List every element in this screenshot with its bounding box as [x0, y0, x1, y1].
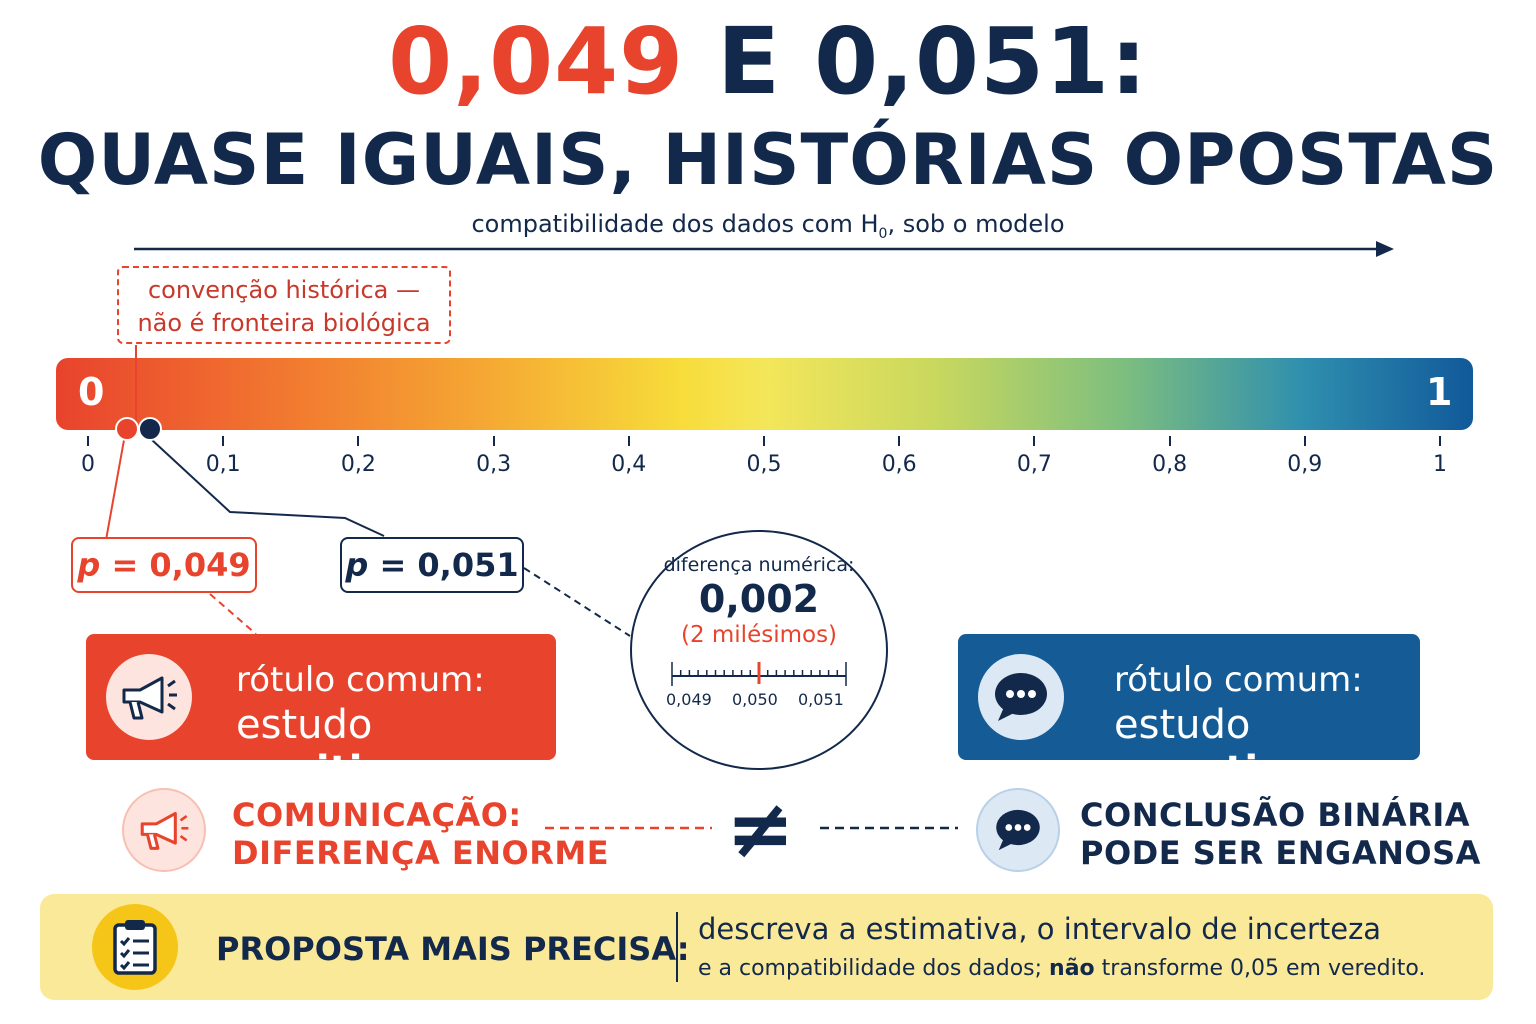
- difference-circle: diferença numérica: 0,002 (2 milésimos) …: [630, 530, 888, 770]
- scale-tick: [222, 436, 225, 446]
- scale-tick: [1303, 436, 1306, 446]
- scale-tick: [1168, 436, 1171, 446]
- page-subtitle: QUASE IGUAIS, HISTÓRIAS OPOSTAS: [37, 119, 1499, 201]
- proposal-line1: descreva a estimativa, o intervalo de in…: [698, 912, 1382, 946]
- ruler-label-mid: 0,050: [732, 690, 778, 709]
- convention-note: convenção histórica — não é fronteira bi…: [117, 266, 451, 344]
- compatibility-scale-bar: [56, 358, 1473, 430]
- title-connector: E: [684, 8, 815, 115]
- positive-card-line2: estudo positivo: [236, 702, 556, 794]
- positive-card-prefix: estudo: [236, 702, 373, 748]
- title-value-high: 0,051:: [814, 8, 1148, 115]
- proposal-divider: [676, 912, 678, 982]
- scale-start-label: 0: [78, 370, 105, 414]
- convention-note-line1: convenção histórica —: [147, 276, 421, 304]
- binary-line2: PODE SER ENGANOSA: [1080, 834, 1481, 872]
- low-p-to-card-line: [209, 593, 257, 635]
- communication-line2: DIFERENÇA ENORME: [232, 834, 610, 872]
- proposal-line2: e a compatibilidade dos dados; não trans…: [698, 956, 1425, 981]
- scale-tick: [1033, 436, 1036, 446]
- scale-tick-label: 0,8: [1152, 452, 1188, 477]
- scale-tick: [1439, 436, 1441, 446]
- proposal-line2-emphasis: não: [1049, 956, 1095, 981]
- proposal-line2-end: transforme 0,05 em veredito.: [1094, 956, 1426, 981]
- p-value-high-box: p = 0,051: [340, 537, 524, 593]
- scale-tick: [763, 436, 765, 446]
- communication-line1: COMUNICAÇÃO:: [232, 796, 522, 834]
- megaphone-icon: [106, 654, 192, 740]
- binary-line1: CONCLUSÃO BINÁRIA: [1080, 796, 1470, 834]
- ruler-label-low: 0,049: [666, 690, 712, 709]
- p-symbol: p: [345, 546, 369, 584]
- scale-tick-label: 0,6: [881, 452, 917, 477]
- scale-tick: [898, 436, 901, 446]
- axis-label-suffix: , sob o modelo: [887, 210, 1065, 238]
- negative-card-line1: rótulo comum:: [1114, 660, 1363, 700]
- scale-tick-label: 0,1: [205, 452, 241, 477]
- difference-ruler: [671, 662, 847, 686]
- difference-value: 0,002: [698, 577, 820, 621]
- convention-note-line2: não é fronteira biológica: [137, 309, 431, 337]
- p-value-low-box: p = 0,049: [71, 537, 257, 593]
- not-equal-symbol: ≠: [726, 782, 795, 877]
- axis-label: compatibilidade dos dados com H0, sob o …: [0, 210, 1536, 242]
- scale-tick: [87, 436, 89, 446]
- negative-card-emphasis: negativo: [1114, 748, 1312, 794]
- difference-note: (2 milésimos): [680, 622, 838, 648]
- ruler-labels: 0,049 0,050 0,051: [632, 690, 886, 712]
- axis-label-subscript: 0: [878, 225, 888, 242]
- scale-tick: [357, 436, 360, 446]
- megaphone-icon: [122, 788, 206, 872]
- binary-conclusion-callout: CONCLUSÃO BINÁRIA PODE SER ENGANOSA: [1080, 796, 1481, 872]
- p-value-low: = 0,049: [100, 546, 251, 584]
- ruler-label-high: 0,051: [798, 690, 844, 709]
- scale-tick-label: 0,5: [746, 452, 782, 477]
- scale-tick-label: 0,7: [1016, 452, 1052, 477]
- high-p-connector: [151, 439, 385, 537]
- communication-callout: COMUNICAÇÃO: DIFERENÇA ENORME: [232, 796, 609, 872]
- negative-card-prefix: estudo: [1114, 702, 1251, 748]
- axis-label-text: compatibilidade dos dados com H: [471, 210, 879, 238]
- scale-tick-label: 0,4: [611, 452, 647, 477]
- proposal-panel: PROPOSTA MAIS PRECISA: descreva a estima…: [40, 894, 1493, 1000]
- speech-bubble-icon: [978, 654, 1064, 740]
- p-value-high: = 0,051: [368, 546, 519, 584]
- scale-tick-label: 0,3: [476, 452, 512, 477]
- difference-heading: diferença numérica:: [663, 554, 855, 576]
- proposal-heading: PROPOSTA MAIS PRECISA:: [216, 930, 690, 968]
- scale-tick-label: 1: [1433, 452, 1447, 477]
- scale-tick: [627, 436, 630, 446]
- high-p-to-circle-line: [523, 567, 631, 637]
- scale-end-label: 1: [1426, 370, 1453, 414]
- title-value-low: 0,049: [388, 8, 685, 115]
- arrow-right-icon: [134, 241, 1394, 257]
- negative-card-line2: estudo negativo: [1114, 702, 1420, 794]
- marker-p-low: [115, 417, 139, 441]
- page-title: 0,049 E 0,051:: [0, 12, 1536, 112]
- scale-tick: [492, 436, 495, 446]
- scale-tick-label: 0,9: [1287, 452, 1323, 477]
- positive-label-card: rótulo comum: estudo positivo: [86, 634, 556, 794]
- clipboard-checklist-icon: [92, 904, 178, 990]
- proposal-line2-start: e a compatibilidade dos dados;: [698, 956, 1050, 981]
- positive-card-line1: rótulo comum:: [236, 660, 485, 700]
- scale-tick-label: 0,2: [340, 452, 376, 477]
- marker-p-high: [138, 417, 162, 441]
- speech-bubble-icon: [976, 788, 1060, 872]
- positive-card-emphasis: positivo: [236, 748, 417, 794]
- scale-tick-label: 0: [81, 452, 95, 477]
- p-symbol: p: [77, 546, 101, 584]
- negative-label-card: rótulo comum: estudo negativo: [958, 634, 1420, 794]
- low-p-connector: [105, 439, 125, 541]
